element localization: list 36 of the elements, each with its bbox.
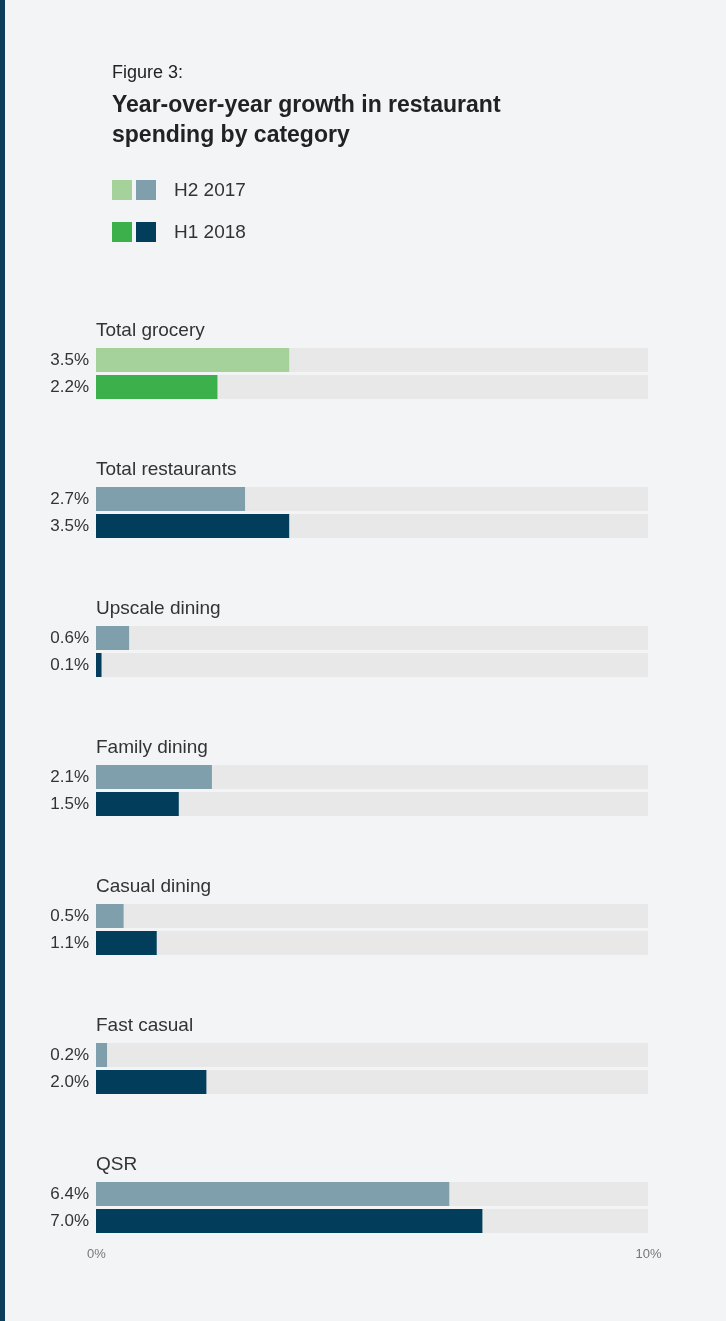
legend-label: H1 2018: [174, 221, 246, 243]
data-label: 1.5%: [50, 794, 89, 813]
bar: [96, 1043, 108, 1067]
bar: [96, 765, 212, 789]
y-tick-label: Family dining: [96, 736, 208, 757]
x-tick-label: 0%: [87, 1245, 107, 1261]
data-label: 0.6%: [50, 628, 89, 647]
bar: [96, 931, 157, 955]
bar: [96, 626, 130, 650]
data-label: 0.2%: [50, 1045, 89, 1064]
data-label: 3.5%: [50, 350, 89, 369]
data-label: 2.0%: [50, 1072, 89, 1091]
data-label: 6.4%: [50, 1184, 89, 1203]
chart-subtitle: Figure 3:: [112, 62, 185, 83]
bar: [96, 375, 218, 399]
data-label: 0.1%: [50, 655, 89, 674]
y-tick-label: Fast casual: [96, 1014, 194, 1035]
chart-title: Year-over-year growth in restaurant spending by category: [112, 90, 502, 149]
data-label: 2.1%: [50, 767, 89, 786]
data-label: 2.2%: [50, 377, 89, 396]
y-tick-label: Casual dining: [96, 875, 212, 896]
bar: [96, 792, 179, 816]
bar: [96, 1070, 207, 1094]
y-tick-label: QSR: [96, 1153, 138, 1174]
x-tick-label: 10%: [635, 1245, 662, 1261]
data-label: 1.1%: [50, 933, 89, 952]
bar: [96, 904, 124, 928]
legend-label: H2 2017: [174, 179, 246, 201]
data-label: 7.0%: [50, 1211, 89, 1230]
y-tick-label: Total grocery: [96, 319, 206, 340]
y-tick-label: Upscale dining: [96, 597, 221, 618]
data-label: 3.5%: [50, 516, 89, 535]
data-label: 0.5%: [50, 906, 89, 925]
bar: [96, 653, 102, 677]
y-tick-label: Total restaurants: [96, 458, 237, 479]
data-label: 2.7%: [50, 489, 89, 508]
